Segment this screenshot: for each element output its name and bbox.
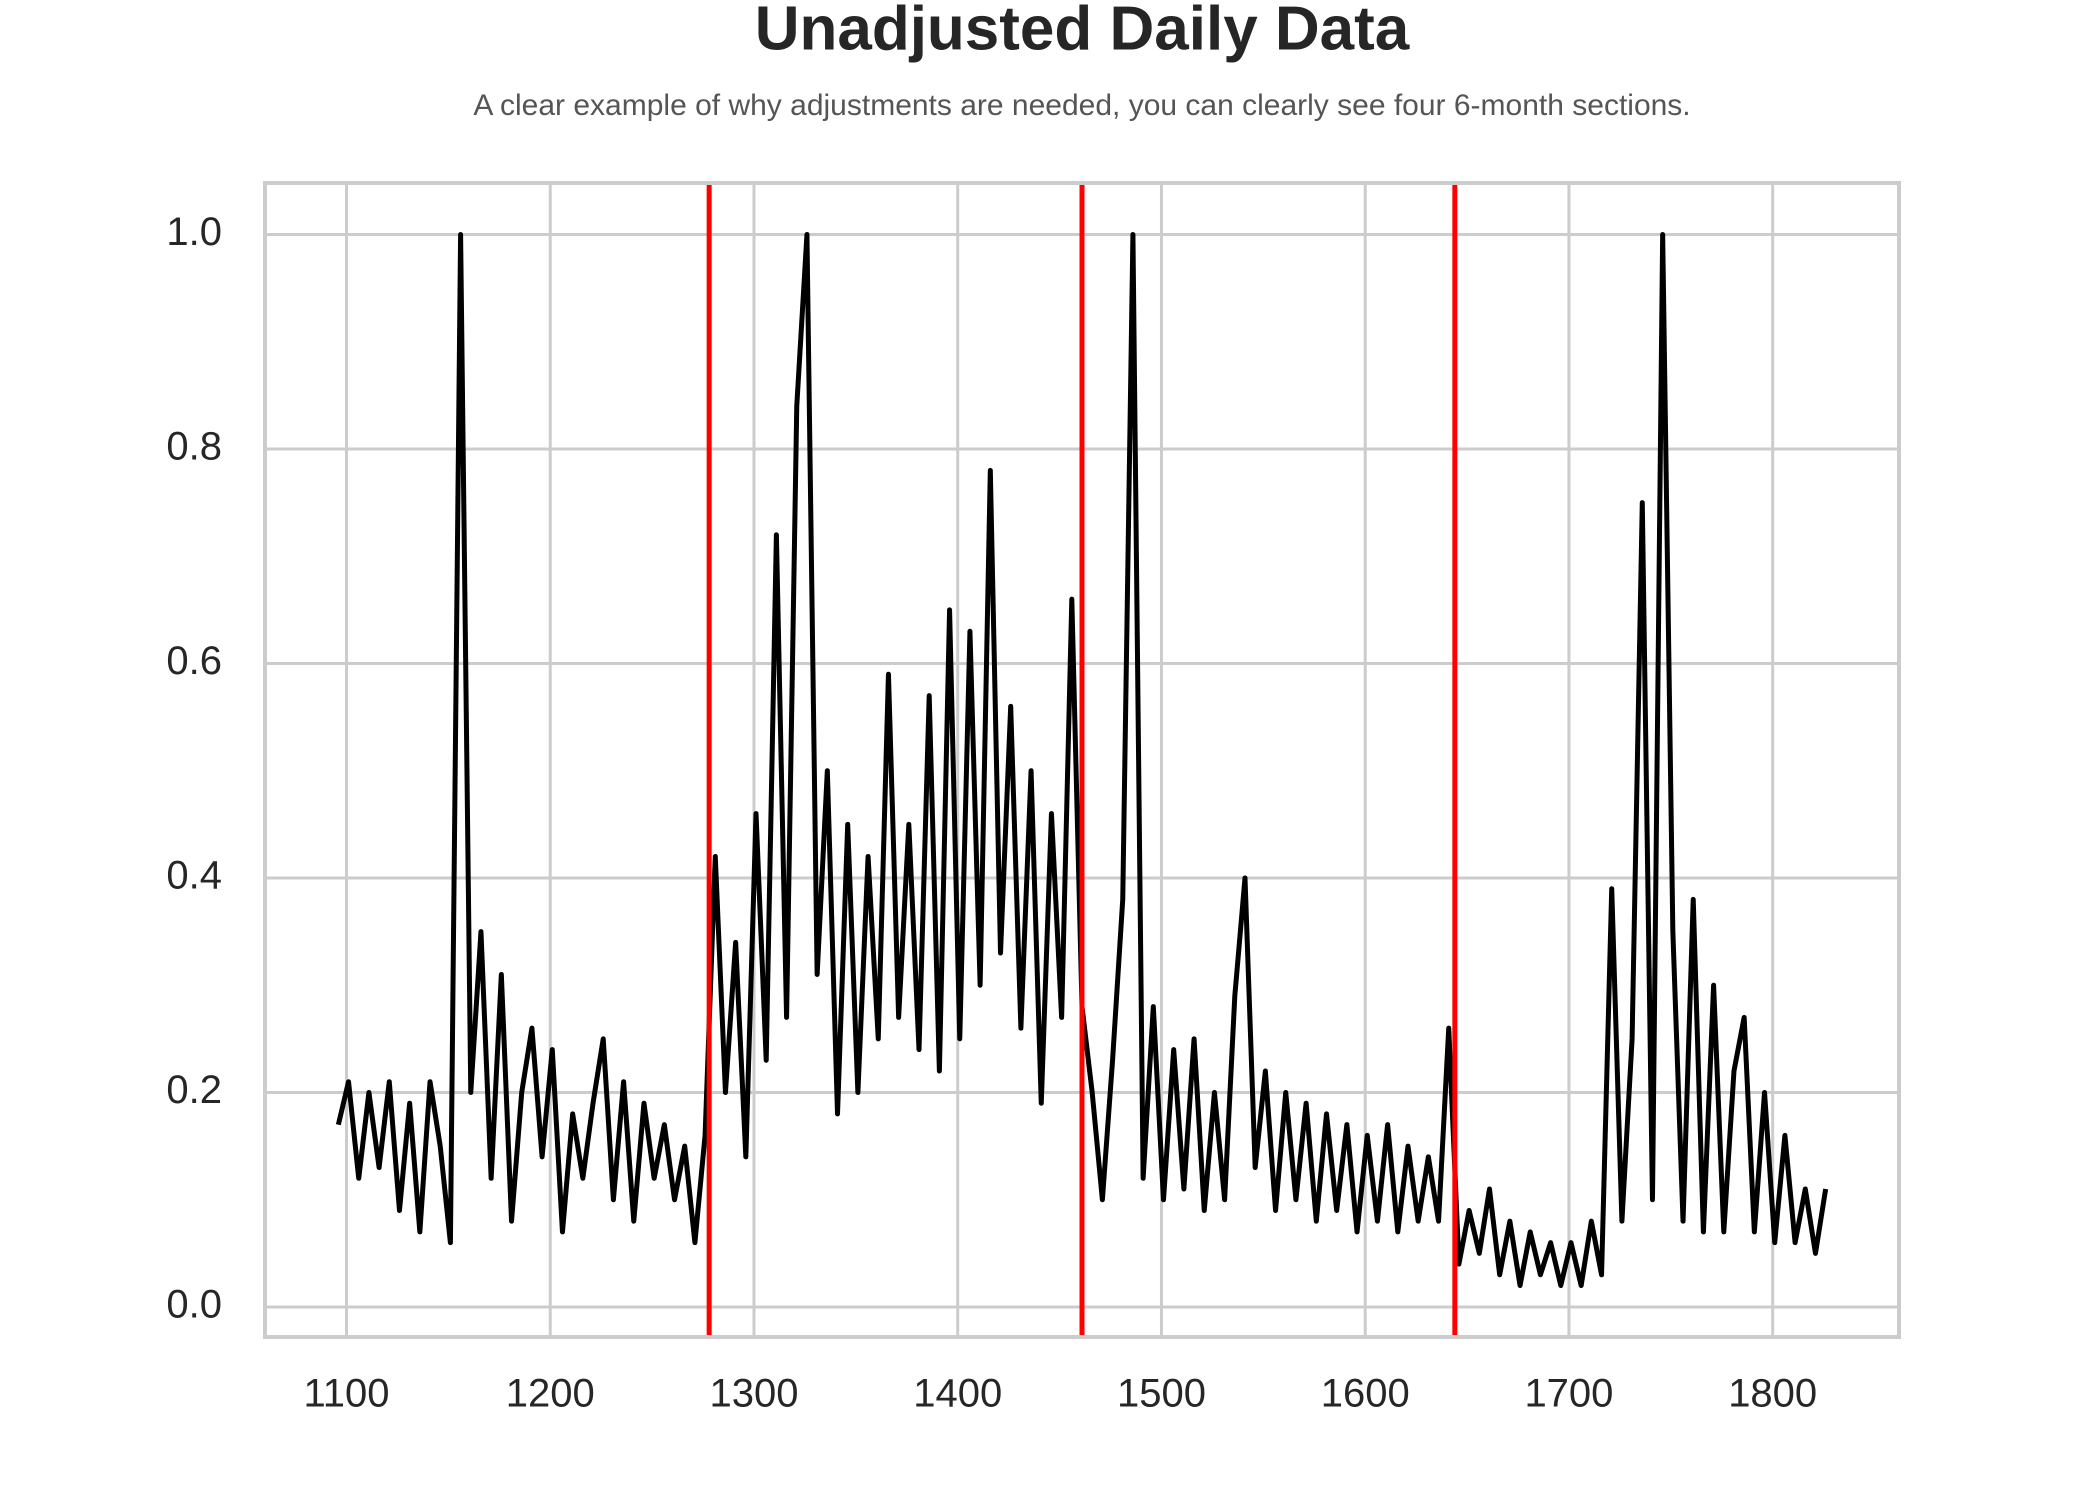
x-tick-label: 1400 [913,1372,1002,1416]
chart-subtitle: A clear example of why adjustments are n… [473,89,1690,122]
x-tick-label: 1200 [506,1372,595,1416]
x-tick-label: 1600 [1321,1372,1410,1416]
y-tick-label: 0.4 [166,854,222,898]
x-tick-label: 1700 [1524,1372,1613,1416]
x-tick-label: 1500 [1117,1372,1206,1416]
marks [335,183,1829,1337]
y-tick-label: 0.8 [166,425,222,469]
y-tick-label: 0.6 [166,639,222,683]
x-tick-label: 1100 [303,1372,389,1416]
y-tick-label: 1.0 [166,210,222,254]
x-tick-label: 1300 [709,1372,798,1416]
y-tick-label: 0.2 [166,1068,222,1112]
chart-title: Unadjusted Daily Data [755,0,1410,63]
y-tick-label: 0.0 [166,1283,222,1327]
plot-frame [263,181,1901,1339]
x-tick-label: 1800 [1728,1372,1817,1416]
